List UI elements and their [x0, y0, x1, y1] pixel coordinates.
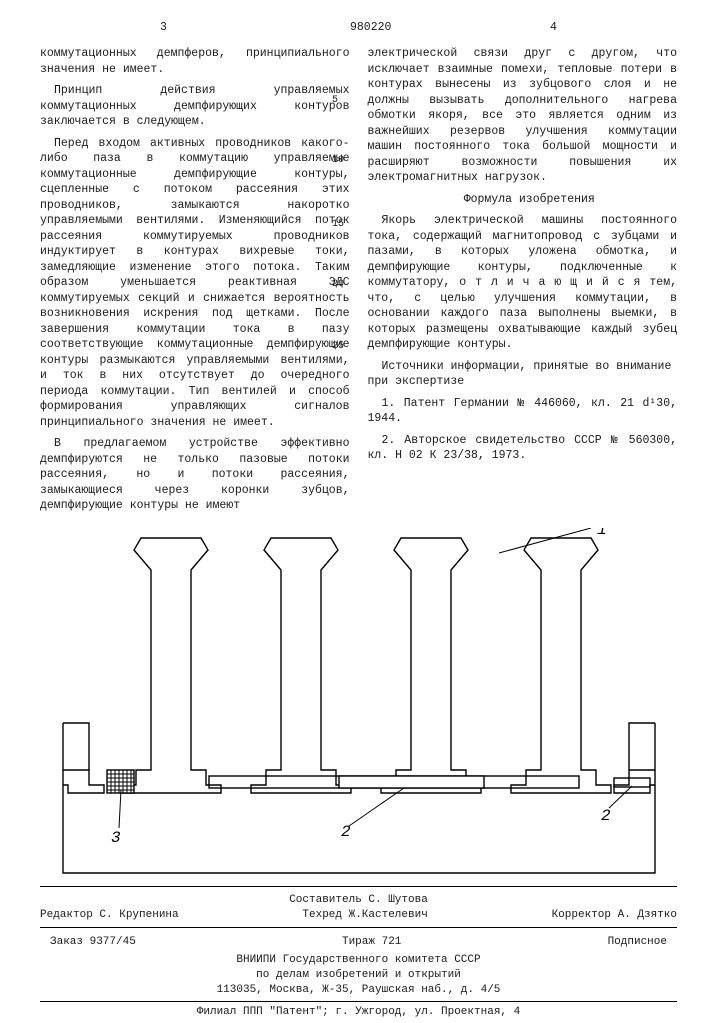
paragraph: Перед входом активных проводников какого… [40, 136, 350, 431]
formula-title: Формула изобретения [368, 192, 678, 208]
corrector: Корректор А. Дзятко [552, 908, 677, 923]
podpisnoe: Подписное [608, 935, 667, 950]
fig-label-3: 3 [111, 829, 121, 847]
fig-label-2b: 2 [601, 807, 611, 825]
paragraph: коммутационных демпферов, принципиальног… [40, 46, 350, 77]
line-num: 25 [332, 340, 344, 354]
org-line: по делам изобретений и открытий [40, 968, 677, 983]
right-column: электрической связи друг с другом, что и… [368, 46, 678, 520]
paragraph: В предлагаемом устройстве эффективно дем… [40, 436, 350, 514]
line-num: 10 [332, 154, 344, 168]
org-line: ВНИИПИ Государственного комитета СССР [40, 953, 677, 968]
address: 113035, Москва, Ж-35, Раушская наб., д. … [40, 983, 677, 998]
page-num-right: 4 [550, 20, 557, 36]
editor: Редактор С. Крупенина [40, 908, 179, 923]
techred: Техред Ж.Кастелевич [302, 908, 427, 923]
line-num: 20 [332, 278, 344, 292]
technical-figure: 1 2 2 3 [49, 528, 669, 878]
compiler: Составитель С. Шутова [40, 893, 677, 908]
left-column: коммутационных демпферов, принципиальног… [40, 46, 350, 520]
footer-block-2: Заказ 9377/45 Тираж 721 Подписное ВНИИПИ… [40, 928, 677, 1002]
order-no: Заказ 9377/45 [50, 935, 136, 950]
paragraph: Якорь электрической машины постоянного т… [368, 213, 678, 353]
footer-block-3: Филиал ППП "Патент"; г. Ужгород, ул. Про… [40, 1002, 677, 1023]
tirazh: Тираж 721 [342, 935, 401, 950]
footer-block-1: Составитель С. Шутова Редактор С. Крупен… [40, 886, 677, 928]
fig-label-2: 2 [341, 823, 351, 841]
sources-title: Источники информации, принятые во вниман… [368, 359, 678, 390]
paragraph: Принцип действия управляемых коммутацион… [40, 83, 350, 130]
filial: Филиал ППП "Патент"; г. Ужгород, ул. Про… [197, 1006, 520, 1018]
page-num-left: 3 [160, 20, 167, 36]
source-item: 1. Патент Германии № 446060, кл. 21 d¹30… [368, 396, 678, 427]
patent-number: 980220 [350, 20, 391, 36]
line-num: 5 [332, 94, 338, 108]
fig-label-1: 1 [597, 528, 607, 539]
line-num: 15 [332, 218, 344, 232]
source-item: 2. Авторское свидетельство СССР № 560300… [368, 433, 678, 464]
paragraph: электрической связи друг с другом, что и… [368, 46, 678, 186]
